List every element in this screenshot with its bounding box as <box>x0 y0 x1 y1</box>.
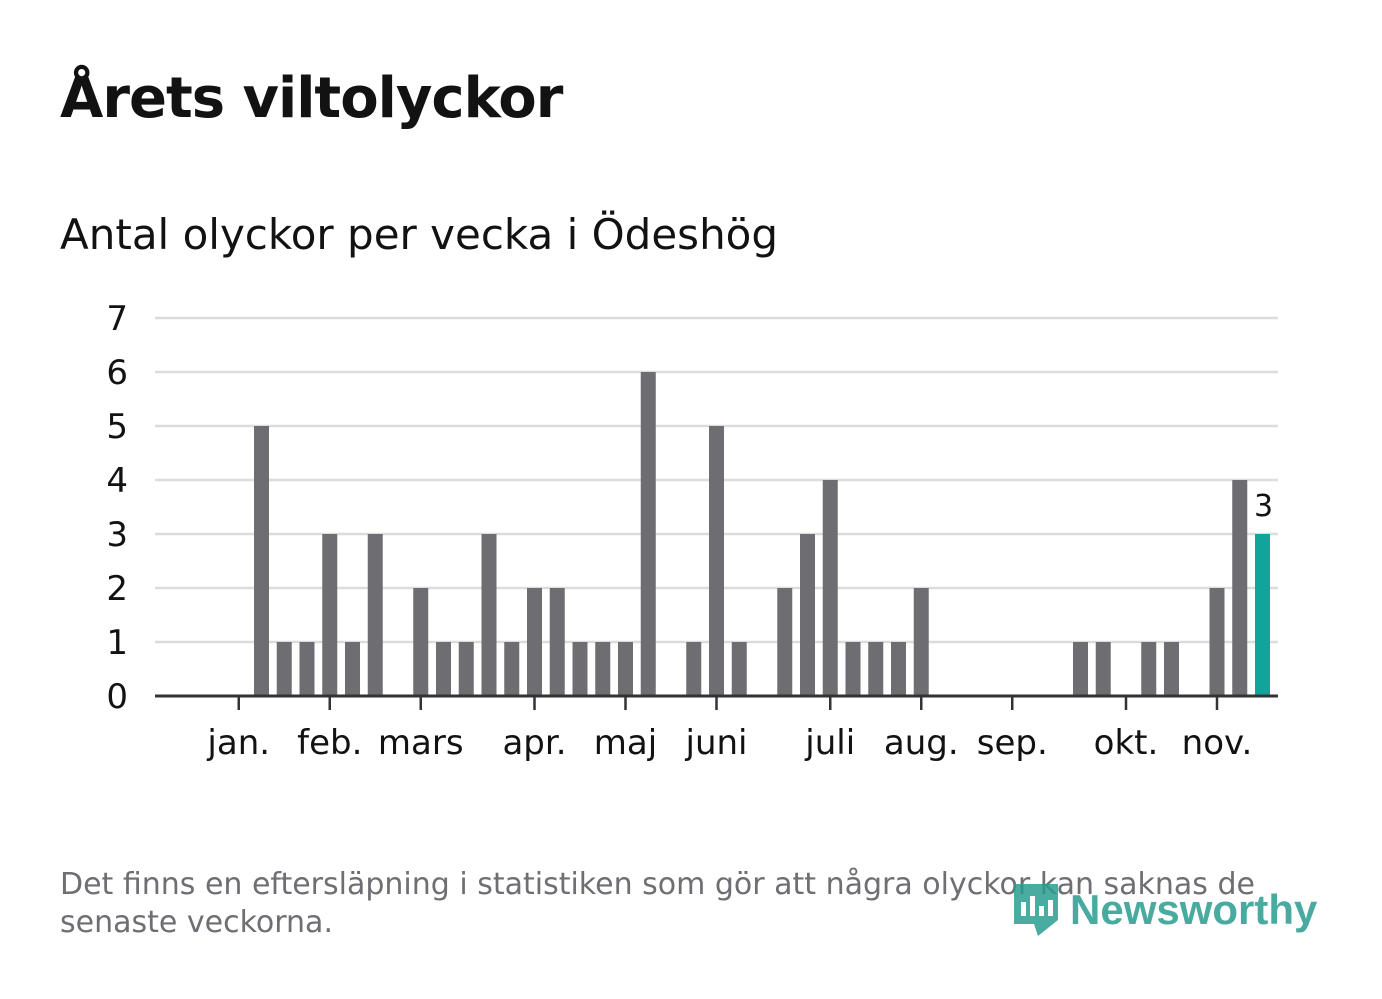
bar <box>822 480 838 696</box>
bar <box>1095 642 1111 696</box>
bar <box>709 426 724 696</box>
bar <box>891 642 906 696</box>
x-tick-label: nov. <box>1182 723 1253 763</box>
bar <box>1209 588 1225 696</box>
bar <box>595 642 611 696</box>
bar-value-label: 3 <box>1254 489 1273 524</box>
bar <box>686 642 702 696</box>
bar <box>413 588 429 696</box>
bar <box>640 372 656 696</box>
bar <box>504 642 520 696</box>
x-tick-label: apr. <box>502 723 566 763</box>
bar <box>1073 642 1088 696</box>
x-tick-label: sep. <box>977 723 1048 763</box>
x-tick-label: jan. <box>206 723 270 763</box>
bar <box>731 642 747 696</box>
y-tick-label: 7 <box>106 299 128 339</box>
x-tick-label: aug. <box>884 723 959 763</box>
bar-chart: 0 1 2 3 4 5 6 7 3 jan. feb. mars apr. maj juni juli au… <box>106 299 1278 763</box>
bar <box>481 534 497 696</box>
y-tick-label: 4 <box>106 461 128 501</box>
bar <box>845 642 861 696</box>
y-tick-label: 1 <box>106 623 128 663</box>
x-tick-label: juli <box>804 723 855 763</box>
bar <box>800 534 815 696</box>
bar <box>276 642 292 696</box>
bar <box>458 642 474 696</box>
bar <box>549 588 565 696</box>
chart-title: Årets viltolyckor <box>60 66 563 131</box>
newsworthy-logo-text: Newsworthy <box>1070 886 1318 933</box>
y-tick-label: 6 <box>106 353 128 393</box>
bar <box>345 642 360 696</box>
bar <box>527 588 542 696</box>
bar <box>299 642 315 696</box>
bar <box>868 642 884 696</box>
bar <box>777 588 793 696</box>
bar <box>1164 642 1179 696</box>
x-tick-label: mars <box>378 723 464 763</box>
x-tick-label: juni <box>685 723 748 763</box>
bar <box>1141 642 1157 696</box>
bar <box>618 642 633 696</box>
x-axis: jan. feb. mars apr. maj juni juli aug. sep. okt. n… <box>155 694 1278 763</box>
y-tick-label: 2 <box>106 569 128 609</box>
x-tick-label: maj <box>594 723 657 763</box>
y-axis-ticks: 0 1 2 3 4 5 6 7 <box>106 299 128 717</box>
newsworthy-logo[interactable]: Newsworthy <box>1010 880 1317 940</box>
bar <box>572 642 588 696</box>
chart-subtitle: Antal olyckor per vecka i Ödeshög <box>60 210 779 259</box>
bar <box>254 426 269 696</box>
bar <box>367 534 383 696</box>
y-tick-label: 0 <box>106 677 128 717</box>
x-tick-label: feb. <box>297 723 362 763</box>
bar-highlight <box>1255 534 1270 696</box>
bar <box>1232 480 1248 696</box>
y-tick-label: 3 <box>106 515 128 555</box>
bar <box>436 642 451 696</box>
newsworthy-logo-icon <box>1014 884 1058 936</box>
y-tick-label: 5 <box>106 407 128 447</box>
bar <box>913 588 929 696</box>
bars: 3 <box>254 372 1273 696</box>
x-tick-label: okt. <box>1094 723 1159 763</box>
bar <box>322 534 338 696</box>
